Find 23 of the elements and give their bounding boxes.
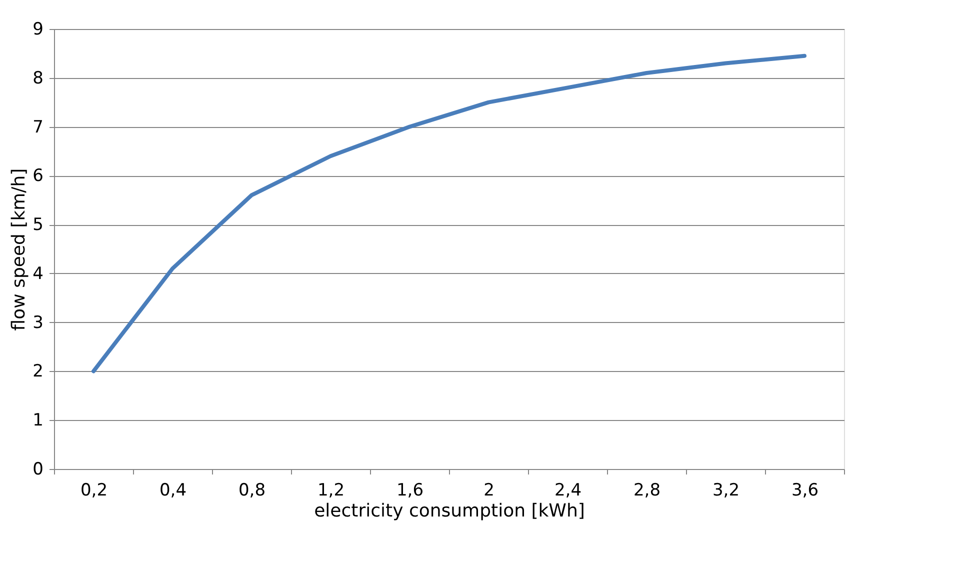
x-tick-label: 3,2 — [712, 480, 740, 500]
x-tick-label: 2 — [484, 480, 494, 500]
x-axis-title: electricity consumption [kWh] — [314, 500, 585, 522]
y-tick-label: 0 — [32, 460, 44, 480]
x-tick-label: 0,2 — [80, 480, 108, 500]
x-tick-label: 2,4 — [554, 480, 582, 500]
x-tick-label: 0,8 — [238, 480, 266, 500]
x-tick-label: 3,6 — [791, 480, 819, 500]
y-tick-label: 9 — [32, 20, 44, 40]
y-tick-label: 6 — [32, 166, 44, 186]
x-tick-label: 2,8 — [633, 480, 661, 500]
x-tick-label: 0,4 — [159, 480, 187, 500]
y-tick-label: 8 — [32, 68, 44, 88]
y-tick-label: 1 — [32, 410, 44, 431]
y-tick-label: 2 — [32, 362, 44, 382]
line-series — [92, 54, 806, 374]
x-tick-label: 1,2 — [317, 480, 345, 500]
y-tick-label: 7 — [32, 117, 44, 138]
x-tick-label: 1,6 — [396, 480, 424, 500]
y-tick-label: 4 — [32, 264, 44, 284]
y-tick-label: 3 — [32, 312, 44, 333]
y-tick-label: 5 — [32, 215, 44, 236]
y-axis-title: flow speed [km/h] — [8, 168, 30, 331]
